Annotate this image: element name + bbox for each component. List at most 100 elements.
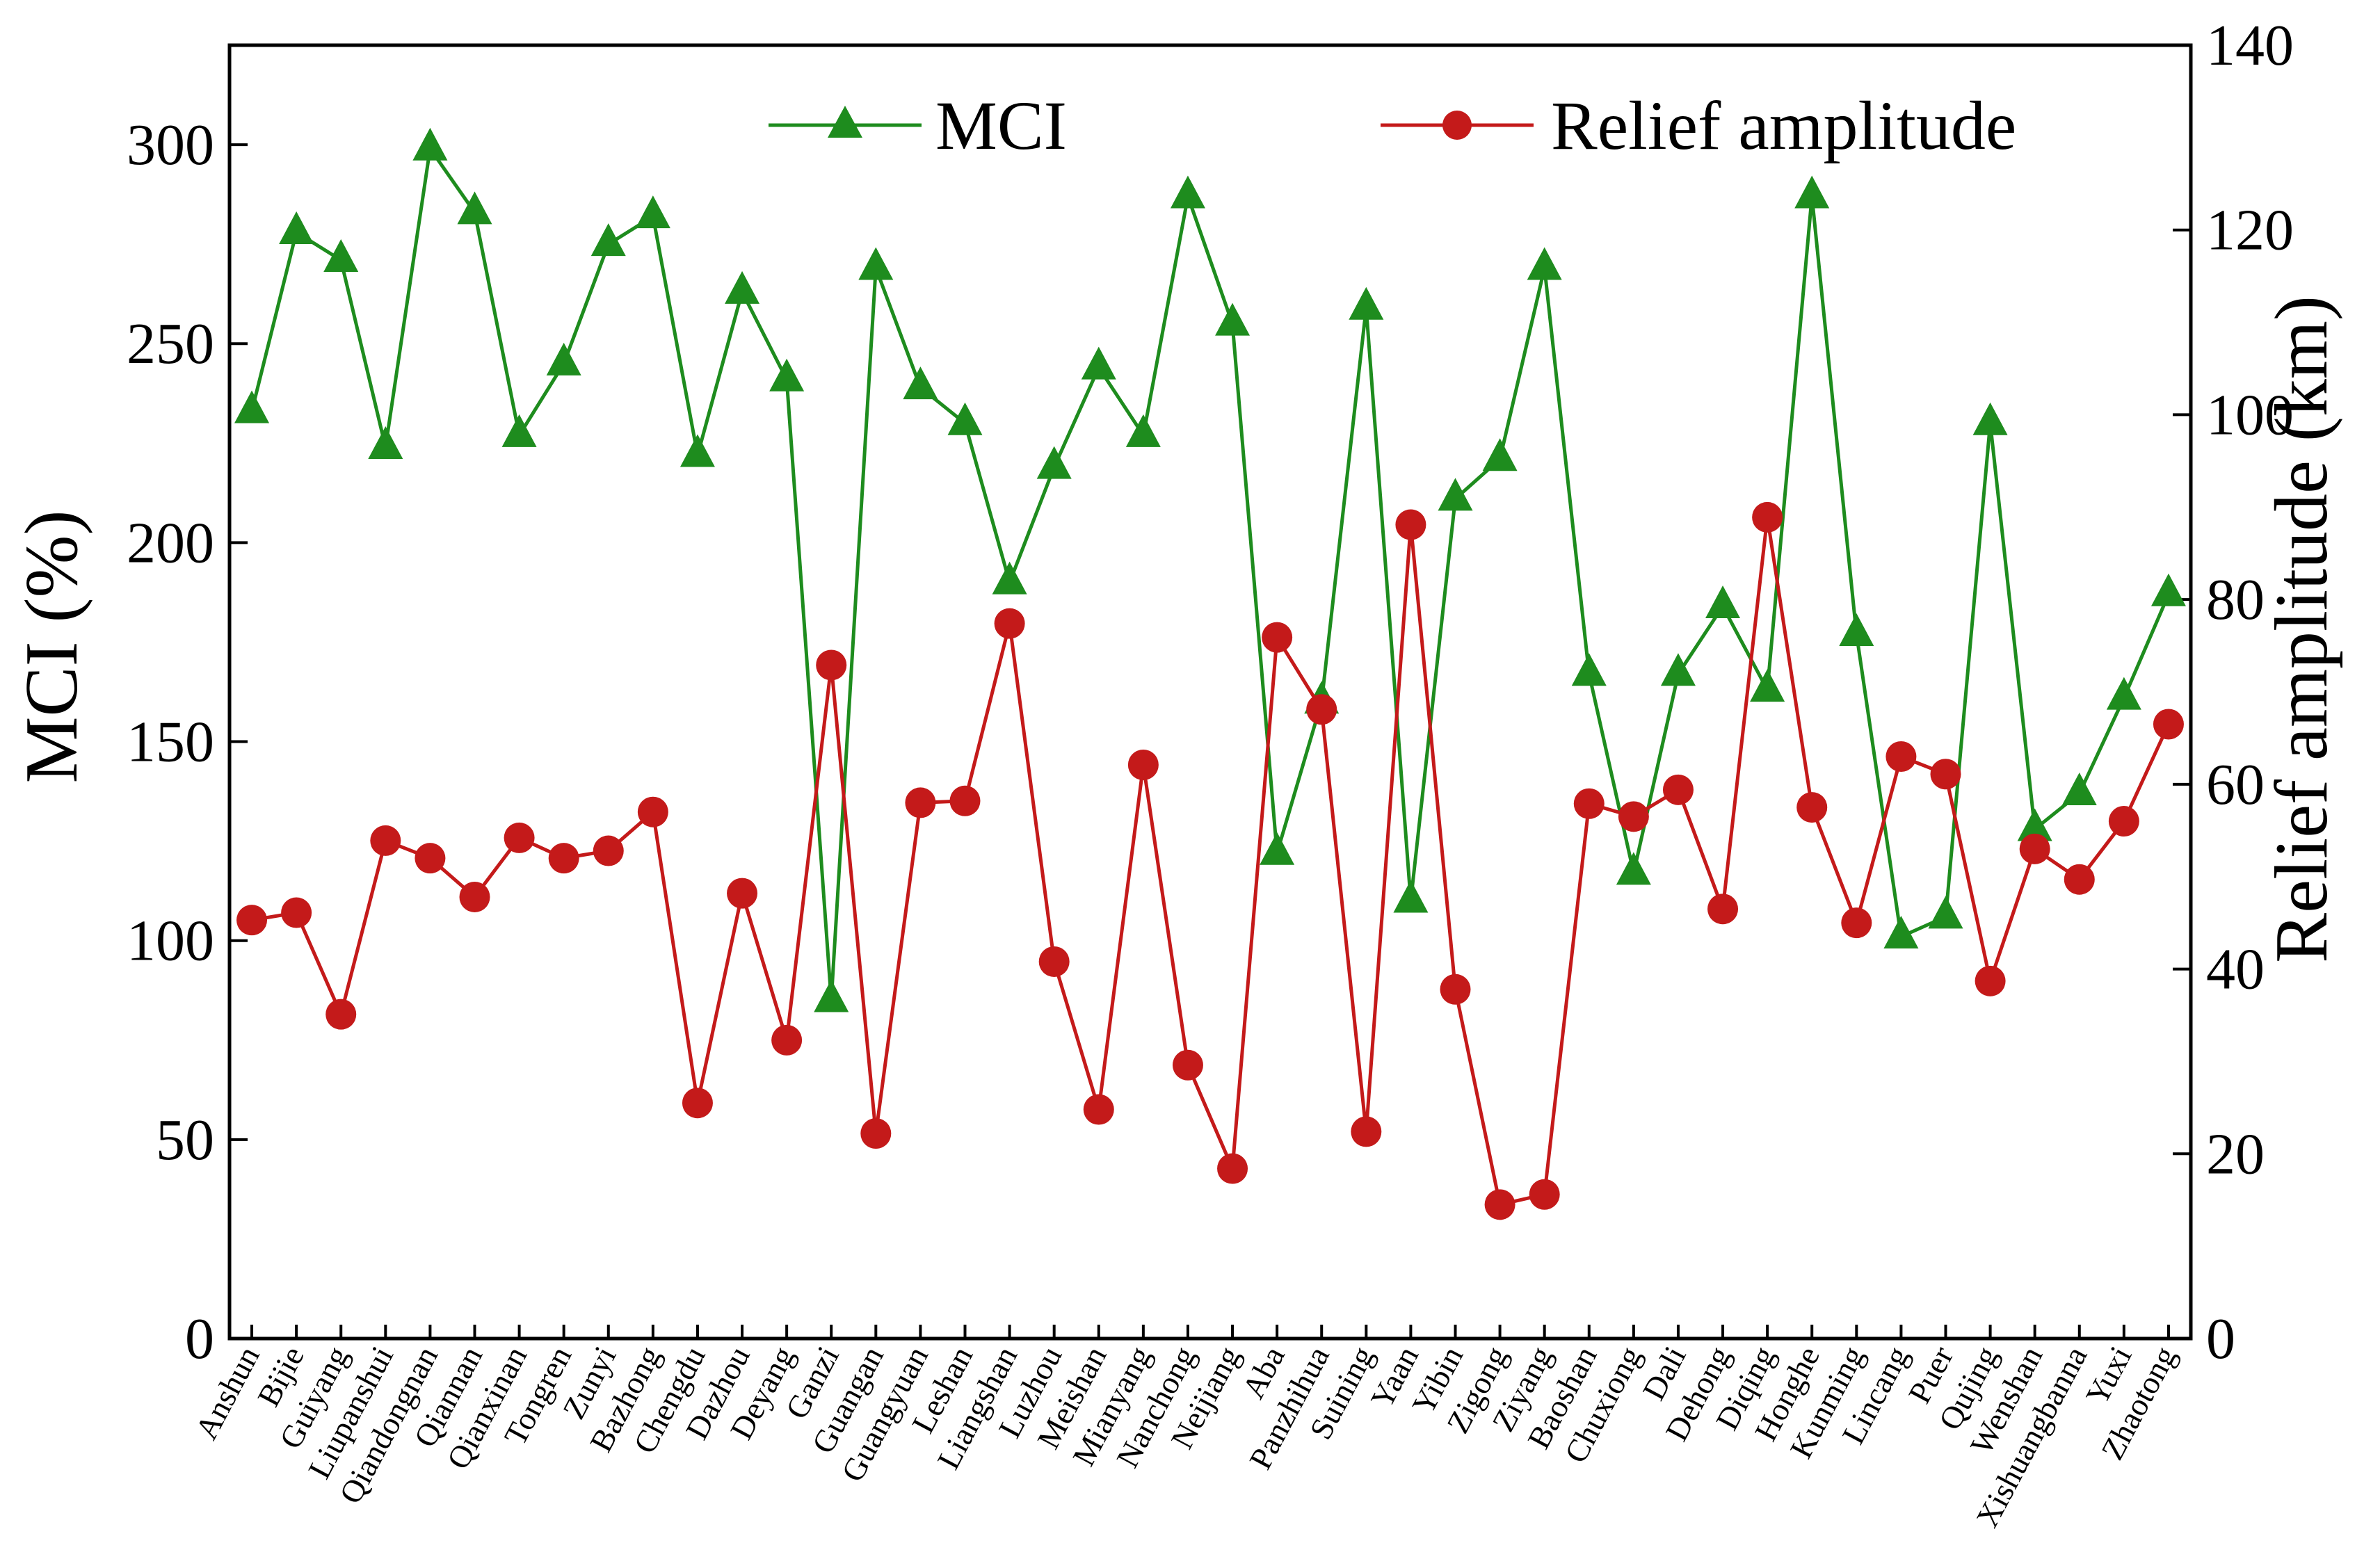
- data-point-relief-amplitude: [236, 905, 268, 936]
- data-point-relief-amplitude: [1885, 741, 1917, 772]
- legend: MCI Relief amplitude: [769, 87, 2016, 164]
- data-point-relief-amplitude: [1083, 1094, 1114, 1125]
- data-point-mci: [323, 239, 359, 273]
- legend-marker-mci: [828, 106, 862, 138]
- data-point-mci: [546, 342, 581, 375]
- data-point-relief-amplitude: [682, 1088, 713, 1119]
- data-point-mci: [501, 414, 537, 447]
- data-point-relief-amplitude: [1662, 774, 1694, 805]
- series-mci: [234, 127, 2186, 1012]
- left-axis-tick-label: 0: [185, 1307, 214, 1371]
- data-point-mci: [858, 247, 894, 280]
- data-point-relief-amplitude: [1975, 965, 2006, 996]
- data-point-mci: [635, 195, 670, 229]
- data-point-relief-amplitude: [2064, 864, 2095, 895]
- plot-frame: [227, 43, 2193, 1341]
- right-axis-tick-label: 40: [2206, 937, 2265, 1002]
- right-axis-tick-label: 60: [2206, 752, 2265, 817]
- right-axis-tick-label: 100: [2206, 382, 2294, 447]
- data-point-relief-amplitude: [459, 881, 490, 912]
- series-line-relief-amplitude: [251, 515, 2171, 1206]
- data-point-relief-amplitude: [548, 843, 579, 874]
- data-point-mci: [1438, 478, 1473, 511]
- legend-label-mci: MCI: [935, 87, 1067, 164]
- legend-item-relief: Relief amplitude: [1381, 87, 2016, 164]
- data-point-mci: [2061, 772, 2097, 805]
- left-axis-tick-label: 100: [127, 909, 214, 974]
- data-point-mci: [1081, 346, 1116, 380]
- data-point-relief-amplitude: [415, 843, 446, 874]
- data-point-mci: [680, 434, 715, 467]
- data-point-relief-amplitude: [1752, 501, 1783, 533]
- left-axis-tick-label: 200: [127, 510, 214, 575]
- legend-label-relief: Relief amplitude: [1551, 87, 2016, 164]
- data-point-relief-amplitude: [593, 835, 624, 866]
- data-point-mci: [992, 561, 1027, 595]
- data-point-relief-amplitude: [1038, 946, 1070, 977]
- data-point-mci: [1750, 669, 1785, 702]
- data-point-mci: [814, 979, 849, 1012]
- data-point-relief-amplitude: [816, 649, 847, 681]
- data-point-relief-amplitude: [949, 785, 981, 816]
- data-point-relief-amplitude: [1440, 974, 1471, 1005]
- data-point-mci: [947, 402, 983, 435]
- data-point-mci: [457, 191, 492, 225]
- data-point-relief-amplitude: [1172, 1049, 1203, 1081]
- right-axis-tick-label: 0: [2206, 1307, 2235, 1371]
- data-point-mci: [279, 211, 314, 244]
- data-point-relief-amplitude: [860, 1118, 892, 1149]
- data-point-relief-amplitude: [1306, 694, 1337, 725]
- data-point-mci: [1616, 852, 1651, 885]
- data-point-relief-amplitude: [281, 897, 312, 928]
- data-point-relief-amplitude: [994, 608, 1025, 639]
- legend-item-mci: MCI: [769, 87, 1067, 164]
- left-axis: 0 50 100 150 200 250 300: [127, 113, 248, 1371]
- data-point-relief-amplitude: [1529, 1179, 1560, 1210]
- data-point-relief-amplitude: [771, 1024, 803, 1056]
- data-point-mci: [1349, 286, 1384, 320]
- data-point-mci: [903, 366, 938, 400]
- data-point-mci: [590, 223, 626, 257]
- data-point-mci: [2150, 573, 2186, 606]
- data-point-mci: [2106, 677, 2141, 710]
- plot-border: [227, 43, 2193, 1341]
- data-point-mci: [1036, 446, 1072, 479]
- right-axis-tick-label: 80: [2206, 567, 2265, 632]
- data-point-mci: [1482, 438, 1518, 471]
- data-point-mci: [1571, 653, 1607, 686]
- right-axis: 0 20 40 60 80 100 120 140: [2173, 13, 2294, 1371]
- data-point-mci: [725, 270, 760, 304]
- data-point-relief-amplitude: [727, 878, 758, 909]
- data-point-mci: [1260, 832, 1295, 865]
- data-point-relief-amplitude: [1395, 509, 1426, 540]
- legend-marker-relief: [1442, 111, 1472, 140]
- series-relief-amplitude: [236, 501, 2184, 1220]
- left-axis-tick-label: 250: [127, 312, 214, 376]
- data-point-relief-amplitude: [2019, 833, 2050, 864]
- data-point-mci: [1972, 402, 2008, 435]
- data-point-relief-amplitude: [325, 999, 357, 1030]
- data-point-relief-amplitude: [1217, 1153, 1248, 1184]
- data-point-relief-amplitude: [1573, 788, 1605, 819]
- data-point-mci: [234, 390, 270, 423]
- data-point-mci: [412, 127, 448, 161]
- data-point-mci: [1125, 414, 1161, 447]
- series-layer: [234, 127, 2186, 1220]
- y-axis-title-left: MCI (%): [10, 510, 93, 784]
- data-point-mci: [1170, 175, 1205, 209]
- data-point-mci: [1215, 302, 1251, 336]
- data-point-mci: [1839, 613, 1874, 647]
- data-point-mci: [1794, 175, 1830, 209]
- data-point-mci: [1527, 247, 1562, 280]
- data-point-relief-amplitude: [2153, 709, 2184, 740]
- data-point-relief-amplitude: [1841, 907, 1872, 939]
- right-axis-tick-label: 20: [2206, 1122, 2265, 1186]
- data-point-mci: [1883, 915, 1919, 948]
- data-point-mci: [368, 426, 403, 460]
- data-point-relief-amplitude: [1127, 749, 1159, 780]
- left-axis-tick-label: 150: [127, 710, 214, 775]
- x-axis: AnshunBijieGuiyangLiupanshuiQiandongnanQ…: [188, 1325, 2183, 1533]
- data-point-mci: [1393, 880, 1429, 913]
- data-point-relief-amplitude: [905, 787, 936, 818]
